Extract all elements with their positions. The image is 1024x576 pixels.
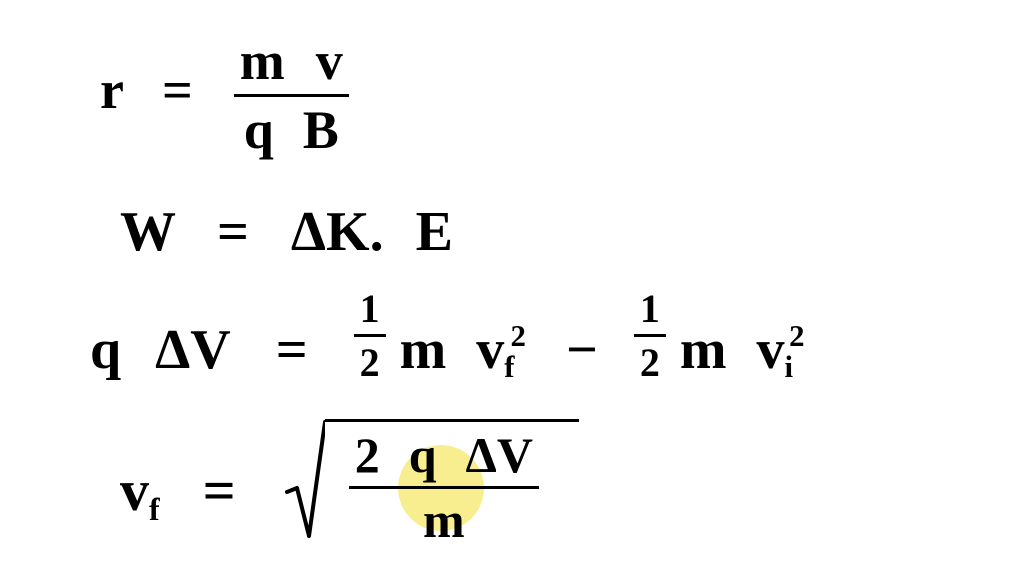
eq4-den: m — [349, 486, 539, 549]
eq4-radicand: 2 q ΔV m — [325, 419, 579, 549]
eq3-vi: vi2 — [757, 319, 809, 381]
equals-sign: = — [276, 319, 308, 381]
eq3-dv: ΔV — [155, 319, 230, 381]
equation-qdv: q ΔV = 1 2 m vf2 − 1 2 m vi2 — [90, 285, 809, 386]
equals-sign: = — [203, 458, 236, 523]
equals-sign: = — [217, 201, 249, 263]
eq4-sub-f: f — [149, 492, 160, 527]
eq3-v2: v — [757, 319, 785, 381]
radical-icon — [285, 420, 325, 540]
eq3-half1-den: 2 — [354, 334, 386, 386]
eq3-half2-den: 2 — [634, 334, 666, 386]
eq4-fraction: 2 q ΔV m — [349, 426, 539, 549]
eq3-v1: v — [476, 319, 504, 381]
eq1-num-v: v — [316, 31, 343, 91]
eq3-sup-2: 2 — [789, 319, 804, 353]
equation-work-ke: W = ΔK. E — [120, 200, 453, 264]
eq3-m1: m — [400, 319, 447, 381]
eq4-num-2: 2 — [355, 427, 380, 483]
equation-radius: r = m v q B — [100, 30, 349, 161]
equation-vf: vf = 2 q ΔV m — [120, 420, 579, 549]
eq3-sub-f: f — [504, 350, 514, 384]
eq4-v: v — [120, 458, 149, 523]
eq3-q: q — [90, 319, 121, 381]
eq4-num-q: q — [409, 427, 437, 483]
eq3-sub-i: i — [785, 350, 794, 384]
eq1-den-b: B — [303, 100, 339, 160]
eq1-fraction: m v q B — [234, 30, 349, 161]
eq2-rhs-dke: ΔK. — [291, 201, 384, 263]
eq3-half-2: 1 2 — [634, 285, 666, 386]
eq1-lhs: r — [100, 60, 123, 120]
eq1-num-m: m — [240, 31, 285, 91]
whiteboard-canvas: r = m v q B W = ΔK. E q ΔV — [0, 0, 1024, 576]
equals-sign: = — [162, 60, 193, 120]
eq4-sqrt: 2 q ΔV m — [285, 420, 579, 549]
eq2-rhs-e: E — [416, 201, 453, 263]
eq3-m2: m — [680, 319, 727, 381]
eq3-minus: − — [566, 319, 598, 381]
eq3-half-1: 1 2 — [354, 285, 386, 386]
eq2-lhs: W — [120, 201, 175, 263]
eq3-vf: vf2 — [476, 319, 544, 381]
eq3-half1-num: 1 — [354, 285, 386, 334]
eq3-sup-1: 2 — [511, 319, 526, 353]
eq1-den-q: q — [244, 100, 274, 160]
eq3-half2-num: 1 — [634, 285, 666, 334]
eq4-num-dv: ΔV — [466, 427, 533, 483]
